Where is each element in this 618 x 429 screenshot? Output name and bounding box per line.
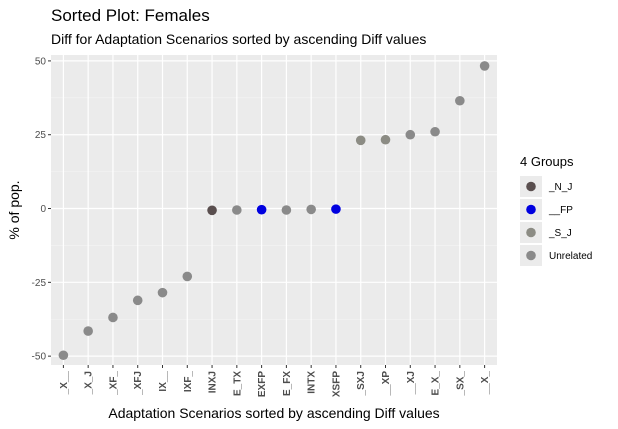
y-tick-label: 0 <box>40 204 46 215</box>
x-tick-label: __XJ <box>406 371 417 395</box>
y-tick-label: -50 <box>32 352 47 363</box>
x-tick-label: _SX_ <box>455 371 466 397</box>
legend-marker <box>526 204 536 215</box>
x-tick-label: INTX <box>307 371 318 394</box>
data-point <box>306 204 316 215</box>
y-tick-label: -25 <box>32 278 47 289</box>
x-tick-label: IXF_ <box>183 371 194 393</box>
data-point <box>479 61 490 71</box>
x-tick-label: _X__ <box>59 371 70 396</box>
y-axis-title: % of pop. <box>6 180 22 239</box>
x-tick-label: _X_J <box>84 371 95 395</box>
x-tick-label: _XF_ <box>108 371 119 396</box>
data-point <box>256 204 267 215</box>
data-point <box>455 95 465 106</box>
legend-label: _S_J <box>548 228 572 239</box>
data-point <box>355 135 366 146</box>
legend-marker <box>526 227 536 238</box>
chart-subtitle: Diff for Adaptation Scenarios sorted by … <box>51 31 426 47</box>
data-points <box>58 61 490 361</box>
plot-panel <box>51 55 497 365</box>
data-point <box>157 287 168 298</box>
y-axis: -50 -25 0 25 50 <box>32 56 51 363</box>
legend: 4 Groups _N_J __FP _S_J Unrelated <box>520 154 592 266</box>
legend-marker <box>526 250 536 261</box>
x-tick-label: XSFP <box>331 371 342 397</box>
data-point <box>430 126 440 137</box>
legend-label: Unrelated <box>549 251 592 262</box>
x-tick-label: E_TX <box>232 371 243 396</box>
legend-label: _N_J <box>548 182 572 193</box>
data-point <box>58 350 69 361</box>
data-point <box>405 129 416 140</box>
legend-label: __FP <box>548 205 573 216</box>
data-point <box>207 205 217 216</box>
x-tick-label: E_X_ <box>431 371 442 396</box>
y-tick-label: 25 <box>35 130 47 141</box>
data-point <box>132 295 143 306</box>
y-tick-label: 50 <box>35 56 47 67</box>
x-axis-title: Adaptation Scenarios sorted by ascending… <box>108 405 439 421</box>
x-tick-label: INXJ <box>208 371 219 393</box>
data-point <box>83 326 93 336</box>
data-point <box>108 312 118 323</box>
x-tick-label: __X_ <box>480 371 491 396</box>
data-point <box>281 205 292 215</box>
x-tick-label: EXFP <box>257 371 268 397</box>
legend-marker <box>526 181 536 192</box>
x-tick-label: __XP <box>381 371 392 397</box>
data-point <box>380 134 391 145</box>
chart-title: Sorted Plot: Females <box>51 6 210 25</box>
data-point <box>331 204 341 214</box>
x-tick-label: _SXJ <box>356 371 367 396</box>
x-tick-label: IX__ <box>158 371 169 392</box>
x-axis: _X__ _X_J _XF_ _XFJ IX__ IXF_ INXJ E_TX EXFP E_FX… <box>59 365 491 397</box>
legend-title: 4 Groups <box>520 154 574 169</box>
data-point <box>182 271 193 282</box>
x-tick-label: _XFJ <box>133 371 144 396</box>
x-tick-label: E_FX <box>282 371 293 396</box>
data-point <box>232 205 242 215</box>
